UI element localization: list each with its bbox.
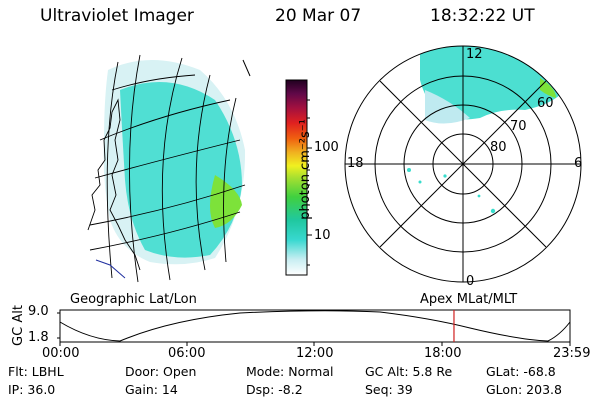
dsp-readout: Dsp: -8.2 — [246, 382, 303, 397]
app-title: Ultraviolet Imager — [40, 6, 194, 26]
colorbar — [285, 79, 308, 276]
orbit-xtick-1200: 12:00 — [296, 346, 334, 361]
colorbar-unit-label: photon cm⁻²s⁻¹ — [297, 119, 313, 220]
orbit-plot — [57, 309, 571, 346]
door-readout: Door: Open — [125, 364, 197, 379]
seq-readout: Seq: 39 — [365, 382, 413, 397]
geographic-caption: Geographic Lat/Lon — [70, 292, 197, 307]
coastline — [87, 98, 141, 271]
filter-readout: Flt: LBHL — [8, 364, 64, 379]
gain-readout: Gain: 14 — [125, 382, 178, 397]
mlt-label-18: 18 — [347, 156, 364, 171]
orbit-ytick-9: 9.0 — [28, 304, 49, 319]
colorbar-tick-100: 100 — [314, 140, 339, 155]
apex-caption: Apex MLat/MLT — [420, 292, 518, 307]
orbit-xtick-0600: 06:00 — [168, 346, 206, 361]
ip-readout: IP: 36.0 — [8, 382, 56, 397]
polar-map — [344, 45, 582, 283]
lat-label-70: 70 — [510, 119, 527, 134]
time-label: 18:32:22 UT — [430, 6, 535, 26]
orbit-xtick-2359: 23:59 — [553, 346, 591, 361]
glon-readout: GLon: 203.8 — [486, 382, 562, 397]
lat-label-60: 60 — [537, 96, 554, 111]
glat-readout: GLat: -68.8 — [486, 364, 556, 379]
mlt-label-6: 6 — [574, 156, 583, 171]
mlt-label-12: 12 — [466, 47, 483, 62]
date-label: 20 Mar 07 — [275, 6, 362, 26]
aurora-geo-green — [210, 175, 242, 228]
gc-alt-readout: GC Alt: 5.8 Re — [365, 364, 453, 379]
orbit-xtick-1800: 18:00 — [424, 346, 462, 361]
geographic-map — [87, 54, 246, 283]
lat-label-80: 80 — [490, 140, 507, 155]
mode-readout: Mode: Normal — [246, 364, 334, 379]
orbit-ytick-1-8: 1.8 — [28, 330, 49, 345]
orbit-altitude-curve — [59, 310, 571, 342]
colorbar-tick-10: 10 — [314, 228, 331, 243]
orbit-axis-title: GC Alt — [10, 305, 26, 346]
orbit-xtick-0000: 00:00 — [42, 346, 80, 361]
mlt-label-0: 0 — [466, 274, 475, 289]
